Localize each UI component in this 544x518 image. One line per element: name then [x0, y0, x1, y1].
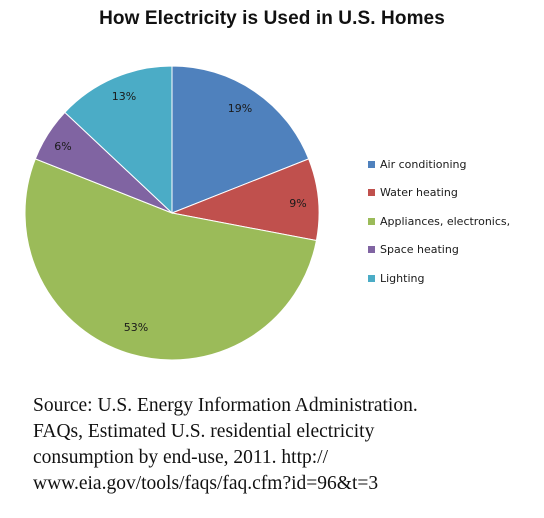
data-label-appliances: 53%: [124, 321, 148, 334]
legend-item-appliances: Appliances, electronics,: [368, 207, 510, 236]
legend-label-air-conditioning: Air conditioning: [380, 157, 467, 171]
legend-label-space-heating: Space heating: [380, 243, 459, 257]
pie-slice-air-conditioning: [171, 65, 310, 214]
legend-item-air-conditioning: Air conditioning: [368, 150, 510, 179]
legend-label-appliances: Appliances, electronics,: [380, 214, 511, 228]
data-label-water-heating: 9%: [289, 197, 306, 210]
legend-swatch-lighting: [368, 274, 375, 282]
legend-swatch-water-heating: [368, 189, 375, 197]
data-label-air-conditioning: 19%: [228, 102, 252, 115]
chart-title: How Electricity is Used in U.S. Homes: [99, 8, 445, 29]
pie-slice-appliances: [24, 158, 317, 361]
legend-item-lighting: Lighting: [368, 264, 510, 293]
legend-swatch-appliances: [368, 217, 375, 225]
data-label-space-heating: 6%: [54, 140, 71, 153]
source-line-3: consumption by end-use, 2011. http://: [33, 447, 329, 468]
source-citation: Source: U.S. Energy Information Administ…: [33, 393, 533, 497]
pie-slice-lighting: [64, 65, 173, 215]
legend: Air conditioning Water heating Appliance…: [368, 150, 510, 293]
data-label-lighting: 13%: [112, 90, 136, 103]
legend-swatch-space-heating: [368, 246, 375, 254]
legend-label-water-heating: Water heating: [380, 186, 458, 200]
pie-slice-water-heating: [170, 158, 320, 242]
source-line-1: Source: U.S. Energy Information Administ…: [33, 395, 418, 416]
pie-chart: 19% 9% 53% 6% 13%: [24, 65, 320, 361]
source-line-2: FAQs, Estimated U.S. residential electri…: [33, 421, 375, 442]
legend-label-lighting: Lighting: [380, 271, 425, 285]
legend-item-water-heating: Water heating: [368, 179, 510, 208]
legend-swatch-air-conditioning: [368, 160, 375, 168]
legend-item-space-heating: Space heating: [368, 236, 510, 265]
source-line-4: www.eia.gov/tools/faqs/faq.cfm?id=96&t=3: [33, 473, 379, 494]
